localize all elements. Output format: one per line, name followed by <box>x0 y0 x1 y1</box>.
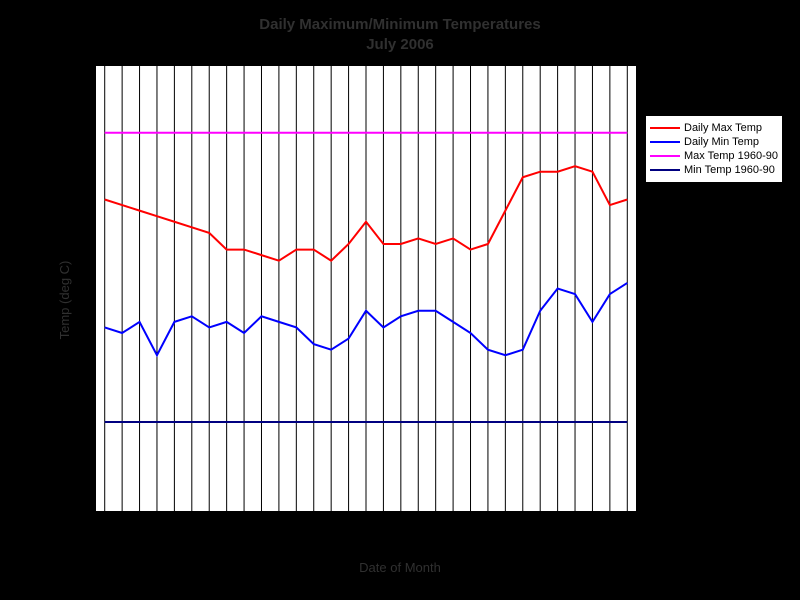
y-axis-label: Temp (deg C) <box>57 261 72 340</box>
title-line-2: July 2006 <box>366 36 434 53</box>
legend-swatch-daily-max <box>650 127 680 129</box>
legend-item-avg-max: Max Temp 1960-90 <box>650 150 778 162</box>
legend-label-daily-max: Daily Max Temp <box>684 122 762 134</box>
chart-container: Daily Maximum/Minimum Temperatures July … <box>0 0 800 600</box>
legend-swatch-daily-min <box>650 141 680 143</box>
legend-swatch-avg-min <box>650 169 680 171</box>
chart-title: Daily Maximum/Minimum Temperatures July … <box>0 15 800 54</box>
legend-label-avg-min: Min Temp 1960-90 <box>684 164 775 176</box>
legend-label-daily-min: Daily Min Temp <box>684 136 759 148</box>
legend-item-avg-min: Min Temp 1960-90 <box>650 164 778 176</box>
legend-label-avg-max: Max Temp 1960-90 <box>684 150 778 162</box>
chart-svg <box>96 66 636 511</box>
x-axis-label: Date of Month <box>0 560 800 575</box>
legend-item-daily-max: Daily Max Temp <box>650 122 778 134</box>
legend-swatch-avg-max <box>650 155 680 157</box>
plot-area <box>95 65 637 512</box>
legend: Daily Max Temp Daily Min Temp Max Temp 1… <box>645 115 783 183</box>
title-line-1: Daily Maximum/Minimum Temperatures <box>259 16 540 33</box>
legend-item-daily-min: Daily Min Temp <box>650 136 778 148</box>
